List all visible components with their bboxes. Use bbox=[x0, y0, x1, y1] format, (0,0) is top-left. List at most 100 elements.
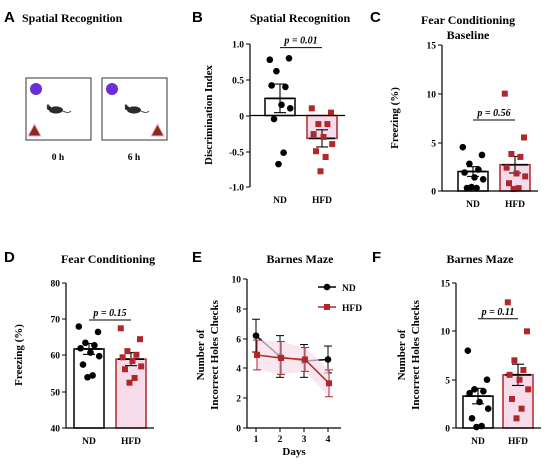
y-axis-label: Freezing (%) bbox=[13, 324, 25, 386]
data-point-nd bbox=[468, 415, 476, 422]
p-value-label: p = 0.56 bbox=[476, 108, 510, 119]
data-point-nd bbox=[466, 160, 473, 168]
x-tick-label: HFD bbox=[508, 437, 528, 447]
y-tick-label: 0 bbox=[431, 188, 436, 198]
data-point-hfd bbox=[518, 405, 525, 412]
data-point-hfd bbox=[524, 328, 530, 335]
x-tick-label: 4 bbox=[326, 435, 331, 445]
data-point-nd bbox=[471, 386, 478, 393]
data-point-hfd bbox=[521, 134, 527, 141]
data-point-hfd bbox=[328, 109, 334, 116]
data-point-hfd bbox=[525, 386, 532, 393]
data-point-hfd bbox=[126, 379, 133, 386]
data-point-hfd bbox=[503, 164, 510, 171]
y-tick-label: 2 bbox=[236, 395, 241, 405]
legend-label-hfd: HFD bbox=[342, 304, 362, 314]
y-tick-label: 60 bbox=[51, 352, 61, 362]
y-tick-label: 5 bbox=[431, 140, 436, 150]
data-point-hfd bbox=[522, 173, 529, 180]
data-point-nd bbox=[471, 174, 478, 181]
y-tick-label: 15 bbox=[427, 42, 437, 52]
data-point-nd bbox=[273, 67, 280, 75]
y-tick-label: 10 bbox=[232, 276, 242, 286]
data-point-hfd bbox=[504, 299, 511, 306]
data-point-nd bbox=[286, 105, 294, 112]
arena-box-6h bbox=[101, 77, 168, 141]
charts-layer: B Spatial Recognition Discrimination Index… bbox=[4, 9, 541, 458]
panel-letter-e: E bbox=[192, 249, 202, 266]
object-triangle-icon bbox=[27, 122, 42, 137]
legend-marker-hfd bbox=[324, 304, 330, 310]
data-point-nd bbox=[82, 339, 89, 347]
data-point-hfd bbox=[138, 363, 145, 370]
data-point-hfd bbox=[509, 396, 515, 402]
y-tick-label: 8 bbox=[236, 306, 241, 316]
y-tick-label: 10 bbox=[427, 91, 437, 101]
data-point-nd bbox=[87, 349, 94, 356]
data-point-nd bbox=[84, 373, 91, 381]
arena-box-0h bbox=[25, 77, 92, 141]
y-axis-label: Discrimination Index bbox=[203, 65, 215, 165]
data-point-hfd bbox=[310, 131, 317, 138]
panel-a: A Spatial Recognition 0 h 6 h bbox=[4, 9, 168, 163]
y-tick-label: 10 bbox=[441, 328, 451, 338]
data-point-hfd bbox=[508, 151, 515, 158]
error-band-hfd bbox=[257, 340, 329, 397]
p-value-label: p = 0.01 bbox=[283, 36, 317, 47]
legend-marker-nd bbox=[323, 283, 331, 291]
data-point-hfd bbox=[313, 148, 319, 155]
x-tick-label: HFD bbox=[121, 437, 141, 447]
data-point-nd bbox=[459, 143, 467, 151]
data-point-nd bbox=[280, 149, 287, 156]
data-point-hfd bbox=[131, 374, 138, 381]
data-point-nd bbox=[275, 160, 282, 168]
panel-letter-d: D bbox=[4, 249, 15, 266]
data-point-nd bbox=[91, 342, 98, 349]
x-tick-label: ND bbox=[471, 437, 485, 447]
y-tick-label: 5 bbox=[445, 377, 450, 387]
object-triangle-icon bbox=[150, 122, 165, 137]
x-tick-label: ND bbox=[273, 196, 287, 206]
y-tick-label: 0 bbox=[239, 113, 244, 123]
chart-subtitle-c: Baseline bbox=[447, 28, 490, 42]
bar-nd bbox=[73, 348, 105, 429]
data-point-hfd bbox=[308, 105, 315, 112]
data-point-hfd bbox=[302, 356, 308, 363]
data-point-nd bbox=[252, 332, 260, 339]
y-axis-label-line2: Incorrect Holes Checks bbox=[410, 299, 422, 409]
data-point-nd bbox=[468, 183, 475, 191]
bar-hfd bbox=[115, 358, 147, 429]
data-point-hfd bbox=[506, 371, 513, 378]
data-point-hfd bbox=[501, 90, 508, 97]
data-point-nd bbox=[89, 372, 96, 379]
data-point-hfd bbox=[322, 153, 329, 160]
x-tick-label: 2 bbox=[278, 435, 283, 445]
data-point-nd bbox=[77, 344, 84, 352]
object-circle-icon bbox=[106, 83, 118, 95]
y-tick-label: 15 bbox=[441, 280, 451, 290]
y-tick-label: 80 bbox=[51, 280, 61, 290]
data-point-hfd bbox=[122, 366, 128, 373]
y-tick-label: 40 bbox=[51, 425, 61, 435]
panel-a-title: Spatial Recognition bbox=[22, 11, 123, 25]
data-point-nd bbox=[483, 376, 491, 383]
y-tick-label: 6 bbox=[236, 336, 241, 346]
legend-label-nd: ND bbox=[342, 284, 356, 294]
x-tick-label: ND bbox=[82, 437, 96, 447]
panel-letter-c: C bbox=[370, 9, 381, 26]
data-point-nd bbox=[268, 82, 275, 89]
data-point-nd bbox=[278, 101, 285, 109]
data-point-nd bbox=[476, 398, 483, 406]
y-tick-label: 0 bbox=[236, 425, 241, 435]
p-value-label: p = 0.11 bbox=[481, 307, 515, 318]
data-point-nd bbox=[478, 151, 486, 159]
y-tick-label: 0 bbox=[445, 425, 450, 435]
y-tick-label: 4 bbox=[236, 365, 241, 375]
y-tick-label: 0.5 bbox=[232, 77, 244, 87]
y-axis-label-line2: Incorrect Holes Checks bbox=[209, 299, 221, 409]
x-tick-label: HFD bbox=[505, 200, 525, 210]
data-point-hfd bbox=[506, 180, 512, 187]
data-point-hfd bbox=[516, 376, 523, 383]
x-tick-label: HFD bbox=[312, 196, 332, 206]
